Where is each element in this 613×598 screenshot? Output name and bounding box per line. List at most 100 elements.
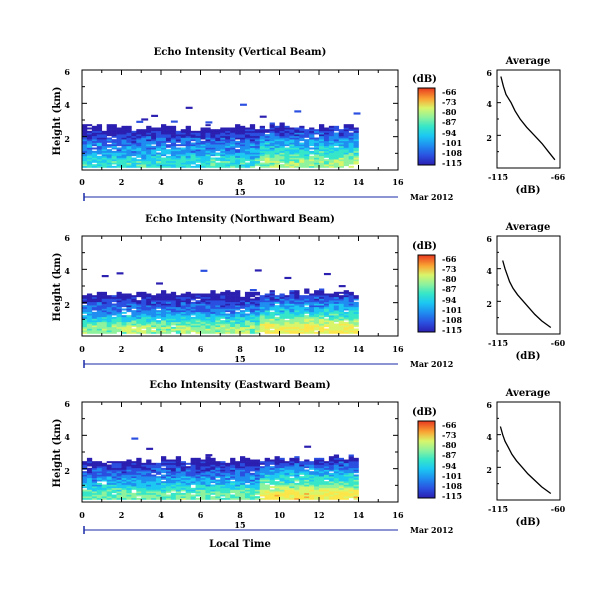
heatmap-cell <box>111 154 117 157</box>
heatmap-cell <box>156 298 162 301</box>
heatmap-cell <box>353 310 359 313</box>
heatmap-cell <box>323 129 330 132</box>
heatmap-cell <box>235 130 241 133</box>
heatmap-cell <box>185 137 191 140</box>
heatmap-cell <box>304 487 310 490</box>
heatmap-cell <box>225 155 231 158</box>
heatmap-cell <box>299 331 305 334</box>
heatmap-cell <box>141 306 147 309</box>
heatmap-cell <box>121 140 127 143</box>
heatmap-cell <box>259 301 265 304</box>
heatmap-cell <box>304 165 310 168</box>
heatmap-cell <box>319 124 325 127</box>
heatmap-cell <box>319 298 325 301</box>
heatmap-cell <box>96 160 103 163</box>
heatmap-cell <box>323 486 330 489</box>
heatmap-cell <box>165 134 172 137</box>
heatmap-cell <box>230 165 236 168</box>
heatmap-cell <box>121 296 127 299</box>
heatmap-cell <box>151 135 157 138</box>
heatmap-cell <box>274 459 280 462</box>
heatmap-cell <box>190 155 196 158</box>
heatmap-cell <box>200 328 206 331</box>
heatmap-cell <box>304 142 310 145</box>
heatmap-cell <box>284 330 290 333</box>
heatmap-cell <box>210 130 216 133</box>
heatmap-cell <box>259 132 265 135</box>
heatmap-cell <box>116 135 122 138</box>
heatmap-cell <box>121 491 127 494</box>
heatmap-cell <box>274 159 280 162</box>
heatmap-cell <box>269 496 275 499</box>
heatmap-cell <box>146 134 152 137</box>
heatmap-cell <box>333 308 340 311</box>
heatmap-cell <box>240 456 246 459</box>
heatmap-cell <box>259 310 265 313</box>
heatmap-cell <box>279 331 285 334</box>
heatmap-cell <box>205 293 211 296</box>
heatmap-cell <box>343 306 349 309</box>
heatmap-cell <box>249 291 256 294</box>
heatmap-cell <box>136 479 142 482</box>
heatmap-cell <box>348 474 354 477</box>
heatmap-cell <box>121 125 127 128</box>
heatmap-cell <box>136 491 142 494</box>
heatmap-cell <box>210 321 216 324</box>
heatmap-cell <box>116 462 122 465</box>
heatmap-cell <box>106 467 112 470</box>
heatmap-cell <box>190 313 196 316</box>
heatmap-cell <box>254 464 261 467</box>
heatmap-cell <box>240 477 246 480</box>
heatmap-cell <box>254 331 261 334</box>
heatmap-cell <box>240 310 246 313</box>
heatmap-cell <box>116 144 122 147</box>
heatmap-cell <box>136 154 142 157</box>
heatmap-cell <box>86 472 93 475</box>
heatmap-cell <box>185 154 191 157</box>
heatmap-cell <box>240 469 246 472</box>
heatmap-cell <box>309 486 315 489</box>
heatmap-cell <box>284 479 290 482</box>
heatmap-cell <box>319 496 325 499</box>
heatmap-cell <box>131 298 137 301</box>
heatmap-cell <box>156 140 162 143</box>
heatmap-cell <box>101 474 107 477</box>
heatmap-cell <box>195 155 201 158</box>
heatmap-cell <box>205 164 211 167</box>
heatmap-cell <box>254 496 261 499</box>
heatmap-cell <box>259 145 265 148</box>
heatmap-cell <box>210 135 216 138</box>
heatmap-cell <box>136 464 142 467</box>
heatmap-cell <box>323 149 330 152</box>
heatmap-cell <box>136 466 142 469</box>
heatmap-cell <box>269 482 275 485</box>
heatmap-cell <box>210 316 216 319</box>
heatmap-cell <box>116 310 122 313</box>
heatmap-cell <box>170 321 177 324</box>
heatmap-cell <box>205 467 211 470</box>
heatmap-cell <box>348 139 354 142</box>
heatmap-cell <box>319 479 325 482</box>
heatmap-cell <box>151 323 157 326</box>
heatmap-cell <box>309 301 315 304</box>
heatmap-cell <box>195 150 201 153</box>
heatmap-cell <box>328 469 335 472</box>
heatmap-cell <box>338 155 344 158</box>
heatmap-cell <box>244 471 251 474</box>
heatmap-cell <box>338 132 344 135</box>
heatmap-cell <box>175 481 182 484</box>
heatmap-cell <box>333 140 340 143</box>
heatmap-cell <box>101 155 107 158</box>
heatmap-cell <box>116 466 122 469</box>
heatmap-cell <box>319 466 325 469</box>
heatmap-cell <box>328 130 335 133</box>
heatmap-cell <box>116 323 122 326</box>
heatmap-cell <box>319 320 325 323</box>
heatmap-cell <box>314 474 320 477</box>
heatmap-cell <box>121 315 127 318</box>
heatmap-cell <box>170 145 177 148</box>
heatmap-cell <box>314 464 320 467</box>
heatmap-cell <box>101 305 107 308</box>
heatmap-cell <box>121 477 127 480</box>
heatmap-cell <box>101 152 107 155</box>
